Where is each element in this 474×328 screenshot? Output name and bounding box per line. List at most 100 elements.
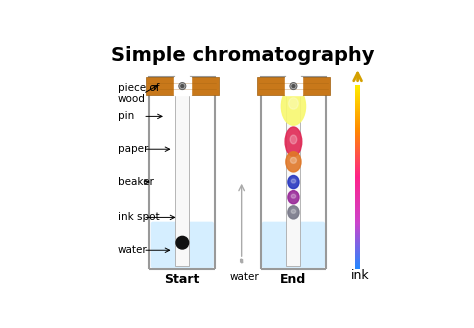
Bar bbox=[356, 147, 360, 148]
Bar bbox=[356, 214, 360, 215]
Bar bbox=[356, 228, 360, 229]
Bar bbox=[356, 112, 360, 113]
Bar bbox=[356, 134, 360, 135]
Bar bbox=[356, 265, 360, 266]
Bar bbox=[356, 199, 360, 200]
Bar bbox=[356, 219, 360, 220]
Bar bbox=[356, 188, 360, 189]
Bar bbox=[356, 164, 360, 165]
Text: paper: paper bbox=[118, 144, 148, 154]
Bar bbox=[356, 267, 360, 268]
Bar bbox=[356, 138, 360, 139]
Bar bbox=[356, 109, 360, 110]
Bar bbox=[356, 184, 360, 185]
Bar bbox=[356, 131, 360, 132]
Bar bbox=[356, 268, 360, 269]
Bar bbox=[356, 176, 360, 177]
Bar bbox=[356, 212, 360, 213]
Bar bbox=[356, 258, 360, 259]
Ellipse shape bbox=[286, 152, 301, 172]
Bar bbox=[356, 261, 360, 262]
Bar bbox=[356, 171, 360, 172]
Bar bbox=[356, 107, 360, 108]
Bar bbox=[356, 193, 360, 194]
Bar bbox=[356, 110, 360, 111]
Bar bbox=[356, 101, 360, 102]
Bar bbox=[356, 118, 360, 119]
Bar bbox=[356, 266, 360, 267]
Bar bbox=[356, 216, 360, 217]
Bar bbox=[356, 137, 360, 138]
Bar bbox=[356, 180, 360, 181]
Bar bbox=[356, 182, 360, 183]
Circle shape bbox=[181, 85, 184, 88]
FancyBboxPatch shape bbox=[151, 222, 214, 268]
Text: End: End bbox=[280, 273, 307, 286]
Bar bbox=[356, 148, 360, 149]
Bar bbox=[356, 88, 360, 89]
Bar bbox=[356, 185, 360, 186]
Bar bbox=[356, 199, 360, 200]
Bar bbox=[356, 258, 360, 259]
Bar bbox=[356, 202, 360, 203]
Bar bbox=[356, 131, 360, 132]
Ellipse shape bbox=[290, 135, 297, 144]
Bar bbox=[356, 254, 360, 255]
Bar bbox=[356, 211, 360, 212]
Bar bbox=[356, 98, 360, 99]
Bar bbox=[356, 136, 360, 137]
Bar bbox=[153, 77, 212, 266]
Bar bbox=[356, 237, 360, 238]
Bar bbox=[356, 88, 360, 89]
Bar bbox=[356, 178, 360, 179]
Bar bbox=[356, 203, 360, 204]
Bar bbox=[174, 77, 191, 95]
Bar bbox=[356, 189, 360, 190]
Bar bbox=[356, 160, 360, 161]
Text: ink spot: ink spot bbox=[118, 213, 160, 222]
Bar bbox=[356, 102, 360, 103]
Bar bbox=[356, 183, 360, 184]
Bar bbox=[356, 128, 360, 129]
Text: ink: ink bbox=[351, 269, 370, 282]
Bar bbox=[356, 99, 360, 100]
Bar bbox=[356, 268, 360, 269]
Bar bbox=[356, 137, 360, 138]
Bar bbox=[356, 151, 360, 152]
Ellipse shape bbox=[291, 179, 296, 183]
FancyBboxPatch shape bbox=[146, 77, 219, 95]
Bar bbox=[356, 155, 360, 156]
Bar bbox=[356, 166, 360, 167]
Bar bbox=[356, 93, 360, 94]
Bar bbox=[356, 102, 360, 103]
Bar bbox=[356, 129, 360, 130]
Bar bbox=[356, 228, 360, 229]
Bar bbox=[356, 173, 360, 174]
Bar bbox=[356, 235, 360, 236]
Bar bbox=[356, 190, 360, 191]
Bar bbox=[356, 124, 360, 125]
Bar bbox=[356, 171, 360, 172]
Bar bbox=[356, 222, 360, 223]
Bar bbox=[356, 156, 360, 157]
Bar bbox=[356, 133, 360, 134]
Bar bbox=[356, 242, 360, 243]
Bar bbox=[356, 104, 360, 105]
Text: water: water bbox=[118, 245, 148, 255]
Bar bbox=[356, 191, 360, 192]
Bar bbox=[356, 135, 360, 136]
Bar bbox=[356, 256, 360, 257]
Bar bbox=[356, 170, 360, 171]
Bar bbox=[356, 86, 360, 87]
Bar bbox=[356, 127, 360, 128]
Bar bbox=[356, 198, 360, 199]
Bar bbox=[356, 106, 360, 107]
Bar bbox=[356, 141, 360, 142]
Bar bbox=[285, 77, 301, 95]
Bar bbox=[356, 233, 360, 234]
Bar bbox=[356, 217, 360, 218]
Bar bbox=[356, 168, 360, 169]
Bar bbox=[356, 130, 360, 131]
Bar bbox=[356, 223, 360, 224]
Bar bbox=[356, 122, 360, 123]
